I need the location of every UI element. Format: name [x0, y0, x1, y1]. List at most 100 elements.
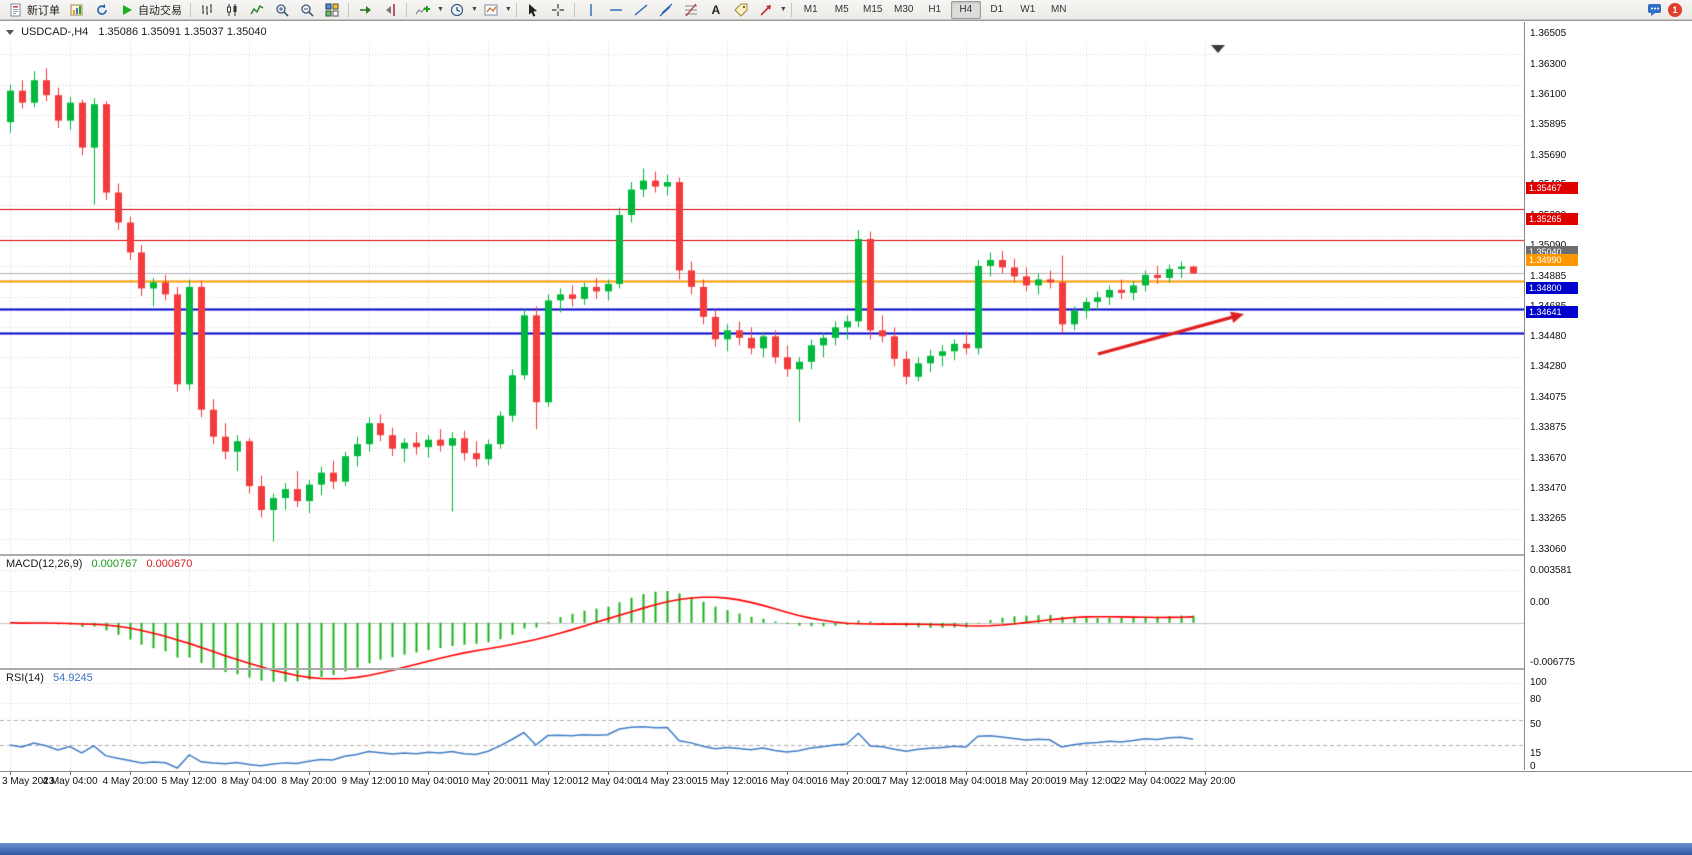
price-scale-label: 1.34480: [1530, 331, 1567, 343]
time-axis-label: 16 May 04:00: [756, 776, 818, 787]
toolbar-separator: [190, 2, 191, 17]
toolbar-right-group: 1: [1646, 2, 1688, 18]
label-tool-icon[interactable]: [729, 1, 753, 19]
timeframe-button-M5[interactable]: M5: [834, 4, 849, 15]
price-scale-label: 1.36300: [1530, 58, 1567, 70]
new-chart-icon[interactable]: [65, 1, 89, 19]
time-axis-tick: [906, 772, 907, 775]
toolbar-separator: [406, 2, 407, 17]
tile-windows-icon[interactable]: [320, 1, 344, 19]
time-axis-tick: [488, 772, 489, 775]
macd-scale-label: -0.006775: [1530, 657, 1576, 668]
price-scale-label: 1.36505: [1530, 28, 1567, 39]
price-level-badge: 1.34800: [1526, 282, 1578, 295]
panel-divider[interactable]: [0, 554, 1692, 556]
templates-icon[interactable]: [479, 1, 503, 19]
arrows-caret-icon[interactable]: ▼: [779, 6, 787, 13]
toolbar-separator: [573, 2, 575, 17]
trendline-tool-icon[interactable]: [629, 1, 653, 19]
price-scale-label: 1.33265: [1530, 513, 1567, 525]
time-axis[interactable]: 3 May 2023 4 May 04:00 4 May 20:00 5 May 12…: [0, 771, 1692, 790]
bar-chart-icon[interactable]: [195, 1, 219, 19]
symbol-period-label: USDCAD-,H4: [21, 26, 89, 38]
new-order-label: 新订单: [27, 4, 60, 17]
channel-tool-icon[interactable]: [654, 1, 678, 19]
timeframe-button-H4[interactable]: H4: [950, 0, 981, 19]
auto-trading-button[interactable]: 自动交易: [115, 0, 186, 20]
vertical-line-tool-icon[interactable]: [579, 1, 603, 19]
refresh-icon[interactable]: [90, 1, 114, 19]
community-icon[interactable]: [1646, 2, 1662, 18]
price-scale[interactable]: 1.36505 1.36300 1.36100 1.35895 1.35690 1.354…: [1524, 22, 1692, 772]
price-chart-canvas[interactable]: [0, 43, 1524, 574]
price-level-badge: 1.35467: [1526, 182, 1578, 195]
new-order-icon: [8, 2, 24, 18]
candlestick-chart-icon[interactable]: [220, 1, 244, 19]
indicators-icon[interactable]: [411, 1, 435, 19]
time-axis-label: 12 May 04:00: [577, 776, 639, 787]
price-level-badge: 1.35265: [1526, 212, 1578, 225]
timeframe-button-D1[interactable]: D1: [990, 4, 1004, 15]
time-axis-label: 16 May 20:00: [816, 776, 878, 787]
time-axis-label: 15 May 12:00: [696, 776, 758, 787]
time-axis-tick: [1026, 772, 1027, 775]
price-scale-label: 1.33670: [1530, 452, 1567, 464]
time-axis-tick: [130, 772, 131, 775]
price-scale-label: 1.35690: [1530, 150, 1567, 162]
time-axis-tick: [1086, 772, 1087, 775]
time-axis-tick: [10, 772, 11, 775]
crosshair-icon[interactable]: [546, 1, 570, 19]
chart-shift-icon[interactable]: [378, 1, 402, 19]
timeframe-button-H1[interactable]: H1: [928, 4, 942, 15]
rsi-header: RSI(14) 54.9245: [6, 672, 93, 684]
line-chart-icon[interactable]: [245, 1, 269, 19]
time-axis-tick: [847, 772, 848, 775]
time-axis-label: 14 May 23:00: [636, 776, 698, 787]
rsi-scale-label: 0: [1530, 761, 1536, 772]
time-axis-tick: [189, 772, 190, 775]
timeframe-button-M15[interactable]: M15: [863, 4, 883, 15]
templates-caret-icon[interactable]: ▼: [504, 6, 512, 13]
price-scale-label: 1.34685: [1530, 301, 1566, 312]
macd-panel-canvas[interactable]: [0, 576, 1524, 688]
zoom-in-icon[interactable]: [270, 1, 294, 19]
toolbar-separator: [348, 2, 349, 17]
timeframe-button-MN[interactable]: MN: [1050, 4, 1067, 15]
notification-badge[interactable]: 1: [1668, 2, 1682, 17]
macd-scale-label: 0.003581: [1530, 565, 1572, 576]
price-scale-label: 1.36100: [1530, 88, 1567, 100]
auto-scroll-icon[interactable]: [353, 1, 377, 19]
time-axis-tick: [608, 772, 609, 775]
indicators-caret-icon[interactable]: ▼: [437, 6, 444, 13]
panel-divider[interactable]: [0, 668, 1692, 670]
chart-window: [0, 20, 1692, 791]
periods-icon[interactable]: [445, 1, 469, 19]
time-axis-label: 10 May 04:00: [397, 776, 459, 787]
horizontal-line-tool-icon[interactable]: [604, 1, 628, 19]
one-click-trading-toggle-icon[interactable]: [6, 29, 14, 35]
timeframe-button-W1[interactable]: W1: [1020, 4, 1036, 15]
time-axis-tick: [1205, 772, 1206, 775]
price-scale-label: 1.35895: [1530, 119, 1567, 131]
time-axis-label: 4 May 20:00: [102, 776, 158, 787]
zoom-out-icon[interactable]: [295, 1, 319, 19]
time-axis-tick: [428, 772, 429, 775]
time-axis-tick: [70, 772, 71, 775]
time-axis-tick: [548, 772, 549, 775]
price-scale-label: 1.34280: [1530, 361, 1567, 373]
timeframe-button-M1[interactable]: M1: [803, 4, 818, 15]
timeframe-button-M30[interactable]: M30: [894, 4, 914, 15]
price-scale-label: 1.33470: [1530, 482, 1567, 494]
time-axis-label: 22 May 20:00: [1174, 776, 1236, 787]
fibonacci-tool-icon[interactable]: [679, 1, 703, 19]
arrows-tool-icon[interactable]: [754, 1, 778, 19]
price-level-badge: 1.34641: [1526, 306, 1578, 319]
rsi-scale-label: 15: [1530, 748, 1542, 760]
text-tool-icon[interactable]: A: [711, 2, 721, 17]
periods-caret-icon[interactable]: ▼: [470, 6, 478, 13]
cursor-icon[interactable]: [521, 1, 545, 19]
time-axis-tick: [309, 772, 310, 775]
new-order-button[interactable]: 新订单: [4, 0, 64, 20]
time-axis-label: 8 May 20:00: [281, 776, 337, 787]
time-axis-label: 22 May 04:00: [1114, 776, 1176, 787]
